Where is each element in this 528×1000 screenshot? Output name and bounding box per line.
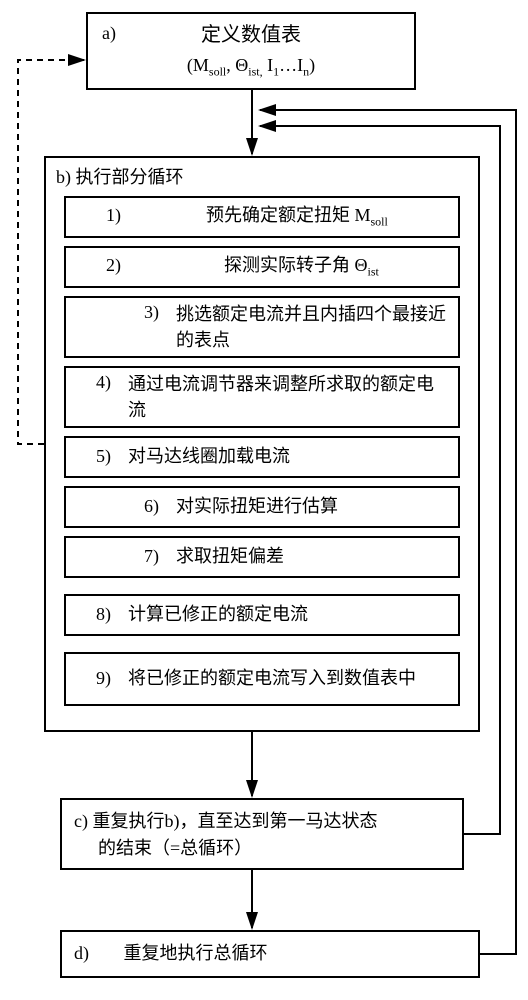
step-6: 6) 对实际扭矩进行估算 — [64, 486, 460, 528]
step-number: 4) — [96, 371, 111, 394]
box-a-define-table: a) 定义数值表 (Msoll, Θist, I1…In) — [86, 12, 416, 90]
box-c-text: c) 重复执行b)，直至达到第一马达状态 的结束（=总循环） — [74, 808, 450, 862]
box-b-prefix: b) 执行部分循环 — [56, 166, 184, 189]
step-text: 探测实际转子角 Θ — [224, 255, 368, 275]
step-text: 计算已修正的额定电流 — [128, 604, 308, 624]
step-8: 8) 计算已修正的额定电流 — [64, 594, 460, 636]
step-text: 对马达线圈加载电流 — [128, 446, 290, 466]
step-text: 挑选额定电流并且内插四个最接近的表点 — [176, 301, 448, 353]
step-number: 2) — [106, 254, 121, 277]
box-d-text: d) 重复地执行总循环 — [74, 942, 466, 965]
step-2: 2)探测实际转子角 Θist — [64, 246, 460, 288]
box-a-prefix: a) — [102, 22, 116, 45]
box-c-repeat-b: c) 重复执行b)，直至达到第一马达状态 的结束（=总循环） — [60, 798, 464, 870]
step-7: 7) 求取扭矩偏差 — [64, 536, 460, 578]
box-d-repeat-total: d) 重复地执行总循环 — [60, 930, 480, 978]
step-5: 5) 对马达线圈加载电流 — [64, 436, 460, 478]
step-text: 预先确定额定扭矩 M — [206, 205, 371, 225]
step-3: 3) 挑选额定电流并且内插四个最接近的表点 — [64, 296, 460, 358]
step-1: 1)预先确定额定扭矩 Msoll — [64, 196, 460, 238]
step-number: 7) — [144, 545, 159, 568]
step-number: 1) — [106, 204, 121, 227]
step-text: 对实际扭矩进行估算 — [176, 496, 338, 516]
step-number: 5) — [96, 445, 111, 468]
flowchart-canvas: a) 定义数值表 (Msoll, Θist, I1…In) b) 执行部分循环 … — [0, 0, 528, 1000]
step-number: 9) — [96, 667, 111, 690]
step-number: 3) — [144, 301, 159, 324]
step-4: 4) 通过电流调节器来调整所求取的额定电流 — [64, 366, 460, 428]
step-text: 通过电流调节器来调整所求取的额定电流 — [128, 371, 448, 423]
step-text: 求取扭矩偏差 — [176, 546, 284, 566]
box-a-line1: 定义数值表 — [88, 22, 414, 48]
step-number: 6) — [144, 495, 159, 518]
step-text: 将已修正的额定电流写入到数值表中 — [128, 668, 416, 688]
step-number: 8) — [96, 603, 111, 626]
step-9: 9) 将已修正的额定电流写入到数值表中 — [64, 652, 460, 706]
box-a-line2: (Msoll, Θist, I1…In) — [88, 54, 414, 80]
